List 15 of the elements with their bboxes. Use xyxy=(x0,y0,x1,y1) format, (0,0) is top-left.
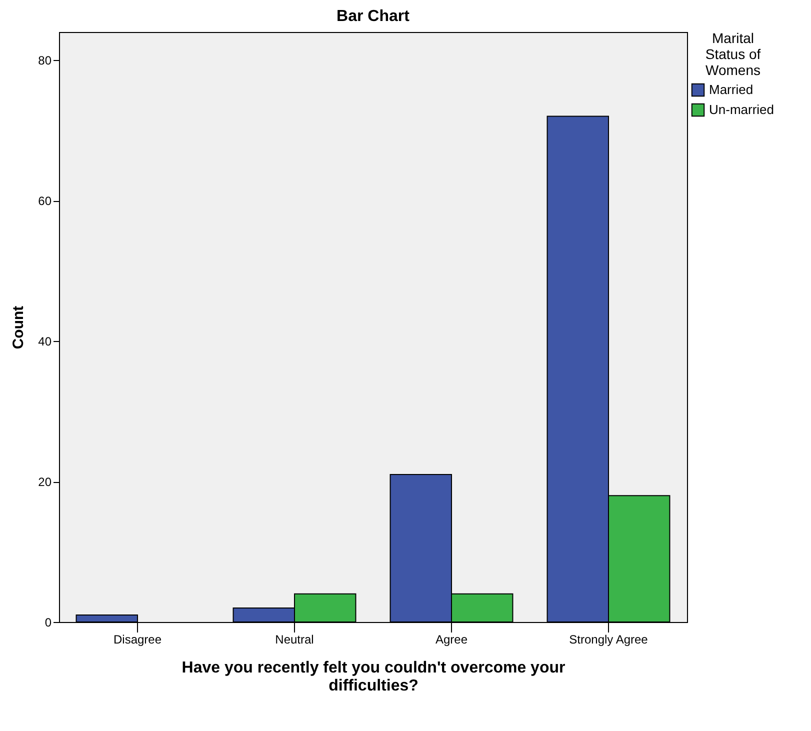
legend-title: Marital Status of Womens xyxy=(705,30,761,78)
x-tick-label: Strongly Agree xyxy=(569,632,648,646)
y-tick-label: 80 xyxy=(38,54,52,68)
y-tick-label: 0 xyxy=(44,616,52,630)
y-tick-label: 60 xyxy=(38,194,52,208)
x-tick-label: Disagree xyxy=(113,632,162,646)
y-tick-label: 40 xyxy=(38,334,52,349)
y-axis-title: Count xyxy=(10,306,28,350)
x-tick-label: Agree xyxy=(435,632,468,646)
x-axis-title: Have you recently felt you couldn't overcome your difficulties? xyxy=(182,660,566,694)
chart-title: Bar Chart xyxy=(336,8,410,25)
legend-label: Un-married xyxy=(709,102,774,117)
legend-label: Married xyxy=(709,82,754,97)
y-tick-label: 20 xyxy=(38,475,52,490)
x-tick-label: Neutral xyxy=(275,632,314,646)
